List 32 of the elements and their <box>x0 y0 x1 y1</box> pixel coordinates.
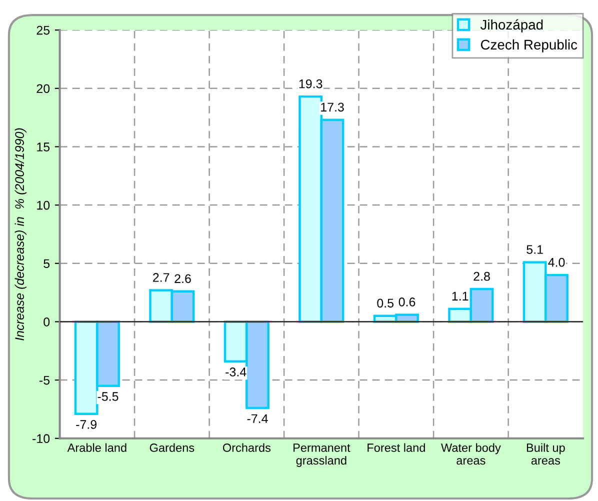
data-label: 0.5 <box>377 298 394 308</box>
data-label: 17.3 <box>321 102 344 112</box>
x-tick-label: Water body areas <box>441 443 501 465</box>
data-label: 4.0 <box>548 258 565 267</box>
data-label: 0.6 <box>398 298 416 306</box>
y-tick-label: -5 <box>40 376 50 385</box>
x-tick-label: Forest land <box>368 443 425 452</box>
data-label: -7.4 <box>247 414 268 423</box>
y-axis-title: Increase (decrease) in % (2004/1990) <box>14 128 26 340</box>
data-label: 1.1 <box>452 292 468 300</box>
data-label: -5.5 <box>98 392 118 401</box>
y-tick-label: 0 <box>44 318 50 326</box>
data-label: 19.3 <box>299 79 322 88</box>
x-tick-label: Gardens <box>150 443 194 452</box>
y-tick-label: 25 <box>36 26 50 35</box>
data-label: -3.4 <box>226 368 246 376</box>
data-label: 2.6 <box>174 274 191 284</box>
data-label: 2.8 <box>474 272 490 281</box>
legend-label: Jihozápad <box>480 19 543 32</box>
y-tick-label: 10 <box>37 200 50 210</box>
x-tick-label: Arable land <box>67 443 126 452</box>
y-tick-label: 5 <box>44 259 50 268</box>
legend-label: Czech Republic <box>480 39 578 52</box>
data-label: 2.7 <box>153 273 170 282</box>
y-tick-label: 15 <box>37 142 50 152</box>
x-tick-label: Built up areas <box>526 443 565 465</box>
y-tick-label: -10 <box>32 434 50 444</box>
y-tick-label: 20 <box>36 84 50 94</box>
data-label: 5.1 <box>526 245 543 254</box>
x-tick-label: Permanent grassland <box>294 444 350 467</box>
data-label: -7.9 <box>76 420 97 429</box>
x-tick-label: Orchards <box>222 443 271 452</box>
